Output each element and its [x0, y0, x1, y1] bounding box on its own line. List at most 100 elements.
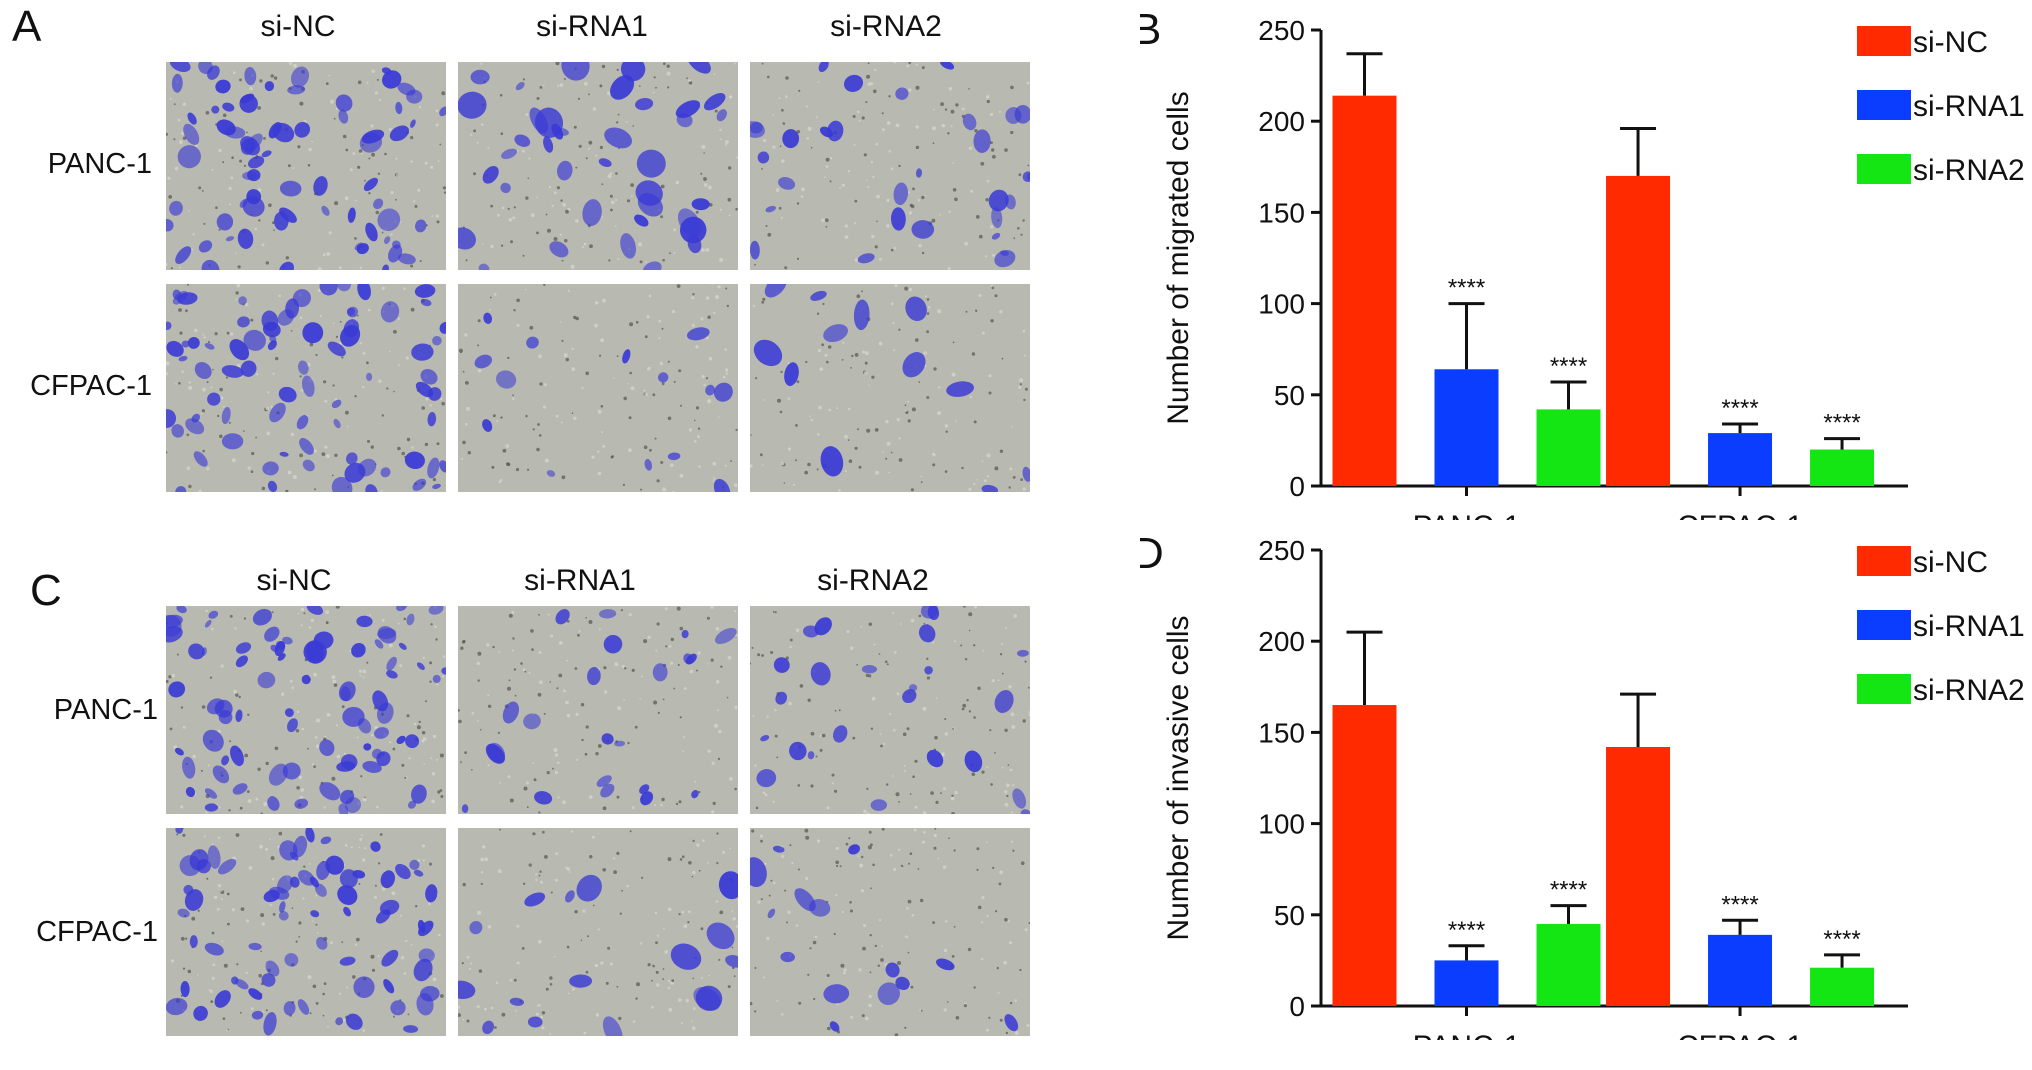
- stained-cell: [251, 1010, 264, 1020]
- stained-cell: [343, 906, 352, 917]
- y-tick-label: 150: [1258, 717, 1305, 748]
- stained-cell: [377, 702, 394, 724]
- stained-cell: [686, 327, 710, 341]
- bar-si-rna2-cfpac-1: [1810, 449, 1875, 486]
- stained-cell: [809, 898, 831, 917]
- stained-cell: [994, 690, 1014, 713]
- stained-cell: [991, 232, 1001, 240]
- stained-cell: [182, 756, 196, 779]
- legend-label: si-NC: [1913, 546, 1988, 579]
- stained-cell: [622, 349, 631, 364]
- micrograph-c-cfpac1-si-rna1: [458, 828, 738, 1036]
- stained-cell: [370, 841, 381, 852]
- x-tick-label: CFPAC-1: [1677, 510, 1803, 520]
- stained-cell: [211, 105, 220, 114]
- stained-cell: [177, 292, 198, 305]
- stained-cell: [691, 198, 710, 211]
- stained-cell: [823, 984, 850, 1004]
- significance-label: ****: [1823, 410, 1860, 437]
- stained-cell: [853, 299, 870, 331]
- stained-cell: [432, 335, 442, 346]
- stained-cell: [482, 419, 493, 432]
- stained-cell: [262, 461, 279, 476]
- stained-cell: [171, 73, 183, 93]
- stained-cell: [848, 844, 861, 855]
- stained-cell: [196, 859, 211, 874]
- stained-cell: [991, 206, 1003, 229]
- stained-cell: [425, 884, 438, 903]
- panel-letter-c: C: [30, 566, 62, 615]
- significance-label: ****: [1721, 395, 1758, 422]
- stained-cell: [420, 985, 440, 1002]
- stained-cell: [832, 725, 848, 743]
- stained-cell: [207, 845, 221, 869]
- stained-cell: [380, 467, 391, 478]
- stained-cell: [279, 451, 289, 457]
- micrograph-c-panc1-si-rna1: [458, 606, 738, 814]
- stained-cell: [314, 883, 327, 897]
- stained-cell: [644, 458, 653, 471]
- stained-cell: [725, 955, 738, 968]
- stained-cell: [176, 606, 187, 614]
- stained-cell: [284, 953, 299, 967]
- y-tick-label: 100: [1258, 289, 1305, 320]
- stained-cell: [667, 452, 681, 461]
- stained-cell: [263, 889, 280, 903]
- col-head-a-si-rna1: si-RNA1: [536, 10, 648, 43]
- stained-cell: [365, 222, 378, 242]
- stained-cell: [168, 681, 186, 698]
- stained-cell: [325, 855, 345, 875]
- stained-cell: [603, 634, 623, 654]
- row-label-a-panc1: PANC-1: [47, 148, 152, 180]
- stained-cell: [1005, 107, 1022, 124]
- stained-cell: [346, 452, 358, 465]
- significance-label: ****: [1721, 891, 1758, 918]
- legend-label: si-RNA1: [1913, 90, 2025, 123]
- stained-cell: [356, 615, 373, 628]
- stained-cell: [274, 641, 286, 657]
- stained-cell: [294, 121, 311, 138]
- stained-cell: [235, 979, 249, 990]
- stained-cell: [405, 734, 420, 749]
- legend-swatch: [1857, 546, 1911, 576]
- stained-cell: [298, 869, 315, 886]
- stained-cell: [703, 93, 726, 111]
- stained-cell: [166, 626, 183, 643]
- stained-cell: [252, 608, 272, 626]
- stained-cell: [331, 399, 342, 409]
- stained-cell: [386, 656, 397, 671]
- stained-cell: [277, 875, 293, 894]
- legend-swatch: [1857, 154, 1911, 184]
- stained-cell: [337, 885, 358, 905]
- stained-cell: [482, 1020, 495, 1035]
- stained-cell: [549, 241, 569, 258]
- stained-cell: [474, 354, 493, 369]
- stained-cell: [705, 384, 715, 396]
- stained-cell: [356, 243, 369, 255]
- stained-cell: [212, 765, 230, 784]
- stained-cell: [331, 476, 353, 492]
- stained-cell: [263, 1012, 277, 1036]
- stained-cell: [587, 667, 601, 686]
- y-axis-label: Number of invasive cells: [1162, 615, 1195, 940]
- stained-cell: [377, 208, 401, 232]
- stained-cell: [675, 100, 701, 119]
- y-tick-label: 200: [1258, 626, 1305, 657]
- stained-cell: [750, 121, 763, 134]
- stained-cell: [359, 132, 383, 153]
- stained-cell: [243, 329, 266, 351]
- stained-cell: [238, 296, 247, 305]
- bar-si-rna1-panc-1: [1434, 369, 1499, 486]
- stained-cell: [257, 671, 276, 689]
- stained-cell: [377, 626, 397, 644]
- x-tick-label: PANC-1: [1413, 1030, 1521, 1040]
- stained-cell: [383, 979, 395, 994]
- stained-cell: [279, 261, 294, 270]
- micrograph-c-panc1-si-nc: [166, 606, 446, 814]
- stained-cell: [335, 1017, 344, 1026]
- stained-cell: [417, 919, 426, 933]
- stained-cell: [215, 79, 231, 94]
- stained-cell: [1022, 466, 1030, 482]
- stained-cell: [773, 657, 790, 673]
- row-label-a-cfpac1: CFPAC-1: [30, 370, 152, 402]
